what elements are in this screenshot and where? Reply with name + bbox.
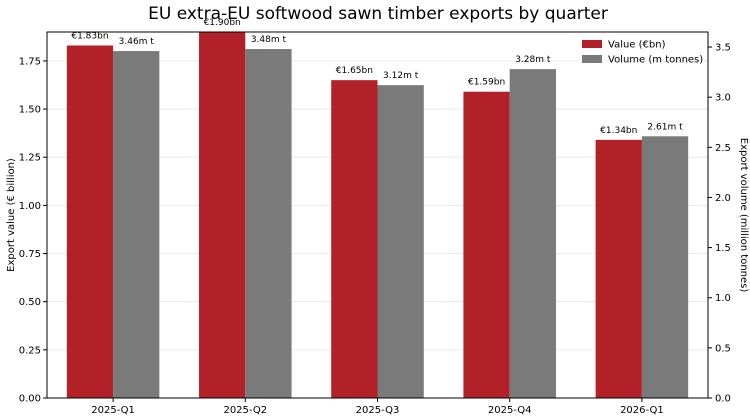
y-tick-label: 0.00 — [19, 394, 41, 405]
x-axis: 2025-Q1 2025-Q2 2025-Q3 2025-Q4 2026-Q1 — [91, 398, 664, 416]
y-tick-label: 0.75 — [19, 249, 41, 260]
legend: Value (€bn) Volume (m tonnes) — [582, 40, 703, 66]
volume-bar — [641, 136, 689, 399]
value-bar — [463, 91, 510, 398]
legend-swatch — [582, 40, 602, 48]
value-bar — [595, 139, 642, 398]
chart-title: EU extra-EU softwood sawn timber exports… — [148, 4, 608, 24]
data-labels: €1.83bn 3.46m t €1.90bn 3.48m t €1.65bn 3.12m… — [71, 18, 683, 136]
y2-tick-label: 3.0 — [715, 93, 731, 104]
value-data-label: €1.83bn — [71, 31, 108, 41]
x-tick-label: 2025-Q4 — [488, 405, 532, 416]
volume-data-label: 2.61m t — [647, 122, 683, 132]
volume-data-label: 3.46m t — [119, 37, 155, 47]
y-tick-label: 1.00 — [19, 201, 41, 212]
value-bar — [66, 45, 114, 398]
volume-bar — [113, 51, 160, 398]
y-axis-label: Export value (€ billion) — [6, 158, 17, 272]
legend-swatch — [582, 55, 602, 63]
y-tick-label: 1.25 — [19, 153, 41, 164]
volume-data-label: 3.28m t — [515, 55, 551, 65]
left-axis: 0.00 0.25 0.50 0.75 1.00 1.25 1.50 1.75 — [19, 56, 47, 405]
right-axis: 0.0 0.5 1.0 1.5 2.0 2.5 3.0 3.5 — [708, 43, 731, 405]
value-data-label: €1.65bn — [336, 66, 373, 76]
y2-tick-label: 1.5 — [715, 243, 731, 254]
x-tick-label: 2025-Q3 — [356, 405, 400, 416]
y-tick-label: 0.25 — [19, 345, 41, 356]
volume-data-label: 3.12m t — [383, 71, 419, 81]
value-data-label: €1.34bn — [600, 126, 637, 136]
x-tick-label: 2025-Q2 — [223, 405, 267, 416]
y-tick-label: 0.50 — [19, 297, 41, 308]
volume-data-label: 3.48m t — [251, 35, 287, 45]
legend-label: Value (€bn) — [608, 40, 666, 51]
y2-tick-label: 1.0 — [715, 293, 731, 304]
x-tick-label: 2026-Q1 — [620, 405, 664, 416]
volume-bar — [509, 69, 556, 398]
y2-tick-label: 0.5 — [715, 343, 731, 354]
value-data-label: €1.90bn — [204, 18, 241, 28]
y-tick-label: 1.75 — [19, 56, 41, 67]
value-data-label: €1.59bn — [468, 78, 505, 88]
bars — [66, 32, 689, 399]
volume-bar — [377, 85, 424, 398]
value-bar — [199, 32, 246, 398]
x-tick-label: 2025-Q1 — [91, 405, 135, 416]
y2-tick-label: 3.5 — [715, 43, 731, 54]
y-tick-label: 1.50 — [19, 105, 41, 116]
value-bar — [331, 80, 378, 398]
y2-tick-label: 2.0 — [715, 193, 731, 204]
volume-bar — [245, 49, 292, 399]
y2-tick-label: 2.5 — [715, 143, 731, 154]
legend-label: Volume (m tonnes) — [608, 55, 703, 66]
y2-axis-label: Export volume (million tonnes) — [738, 138, 749, 293]
y2-tick-label: 0.0 — [715, 394, 731, 405]
